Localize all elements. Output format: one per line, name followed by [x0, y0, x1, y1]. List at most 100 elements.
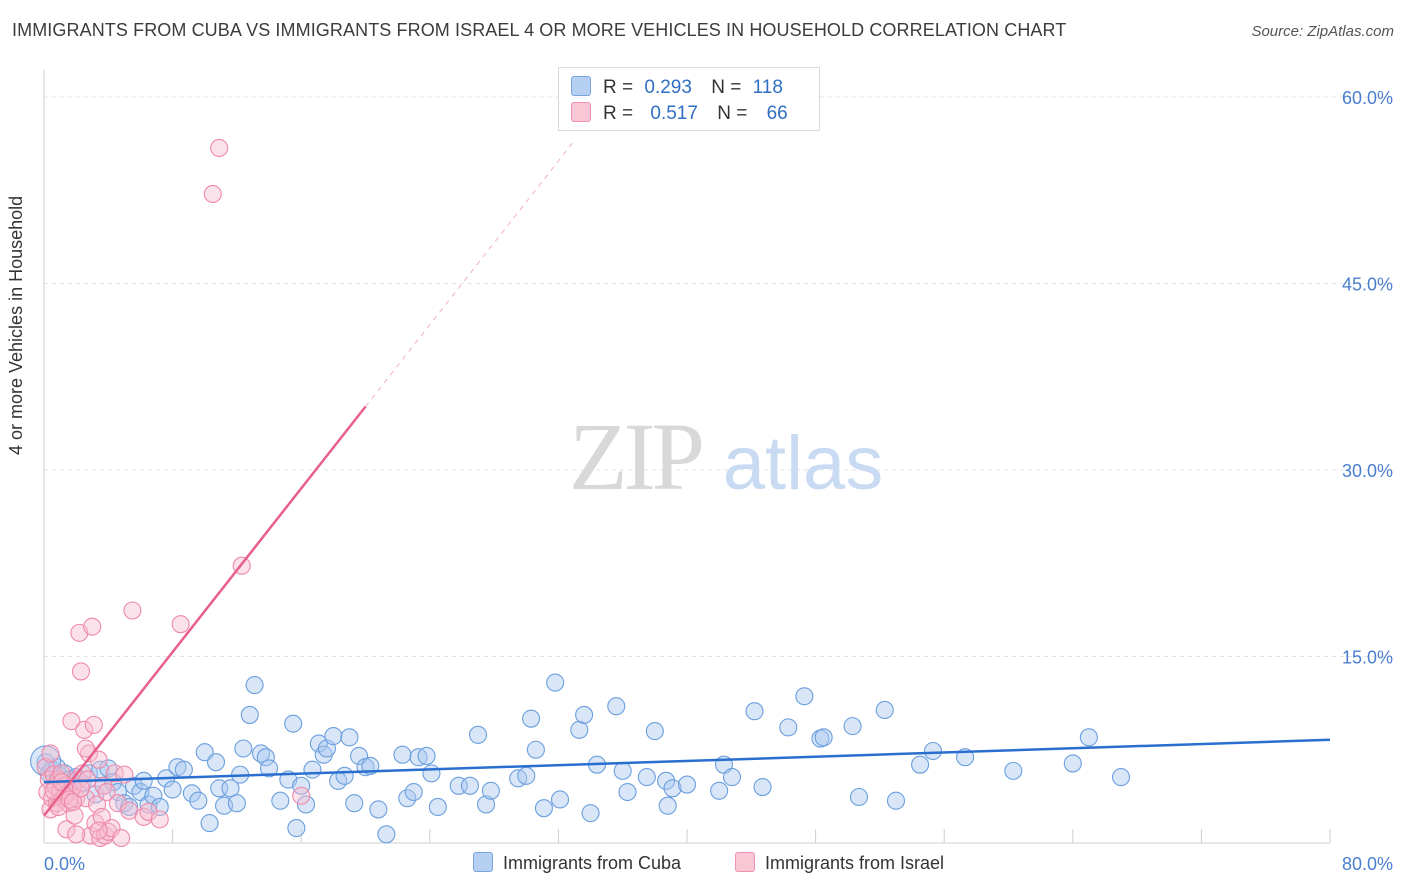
cuba-point — [271, 791, 290, 810]
cuba-point — [875, 700, 894, 720]
watermark-atlas: atlas — [723, 421, 884, 506]
bottom-israel-label: Immigrants from Israel — [765, 853, 945, 873]
cuba-point — [303, 760, 322, 779]
israel-r-value: 0.517 — [650, 103, 698, 124]
israel-point — [123, 601, 142, 620]
israel-point — [62, 712, 81, 731]
cuba-swatch — [571, 76, 591, 96]
israel-point — [60, 790, 79, 809]
cuba-n-value: 118 — [752, 77, 783, 98]
israel-point — [67, 825, 86, 844]
cuba-point — [550, 790, 570, 809]
israel-point — [57, 820, 76, 839]
cuba-point — [814, 728, 833, 747]
cuba-point — [1111, 768, 1131, 787]
israel-point — [89, 750, 108, 769]
cuba-point — [134, 771, 153, 790]
cuba-n-label: N = — [711, 77, 742, 98]
cuba-point — [581, 804, 600, 823]
cuba-point — [324, 727, 343, 746]
israel-point — [292, 786, 311, 805]
israel-swatch — [571, 102, 591, 122]
series-cuba — [30, 673, 1131, 844]
x-tick-label-max: 80.0% — [1342, 854, 1393, 874]
israel-point — [79, 744, 99, 763]
source-credit: Source: ZipAtlas.com — [1251, 23, 1394, 40]
cuba-trend-line — [43, 738, 1331, 784]
israel-point — [63, 792, 82, 812]
cuba-point — [481, 781, 500, 800]
cuba-point — [227, 794, 246, 813]
watermark-zip: ZIP — [569, 403, 702, 510]
israel-point — [139, 802, 158, 821]
cuba-point — [745, 702, 764, 721]
israel-n-value: 66 — [766, 103, 788, 124]
cuba-point — [911, 755, 930, 774]
cuba-point — [292, 776, 311, 795]
cuba-point — [234, 739, 253, 758]
y-tick-label: 60.0% — [1342, 88, 1393, 108]
cuba-r-value: 0.293 — [644, 77, 692, 98]
cuba-point — [422, 764, 441, 783]
cuba-point — [404, 782, 423, 802]
israel-point — [210, 138, 229, 158]
y-tick-label: 30.0% — [1342, 461, 1393, 481]
cuba-point — [534, 799, 553, 818]
israel-point — [108, 794, 127, 813]
cuba-point — [517, 766, 536, 785]
cuba-point — [150, 797, 169, 816]
cuba-point — [393, 745, 412, 764]
cuba-point — [144, 786, 163, 805]
legend-row-israel: R = 0.517 N = 66 — [571, 102, 788, 126]
israel-point — [75, 720, 94, 739]
tick-labels: 15.0% 30.0% 45.0% 60.0% 0.0% 80.0% — [44, 88, 1393, 874]
cuba-point — [658, 796, 677, 815]
cuba-point — [923, 741, 942, 761]
cuba-point — [849, 787, 869, 807]
israel-point — [203, 184, 222, 204]
chart-title: IMMIGRANTS FROM CUBA VS IMMIGRANTS FROM … — [12, 20, 1067, 40]
cuba-point — [526, 740, 545, 759]
stats-legend: R = 0.293 N = 118 R = 0.517 N = 66 — [558, 67, 820, 131]
cuba-point — [200, 814, 219, 833]
cuba-point — [369, 800, 388, 819]
cuba-point — [284, 714, 303, 733]
cuba-point — [221, 779, 240, 798]
cuba-point — [296, 795, 316, 814]
cuba-point — [206, 753, 226, 772]
cuba-point — [843, 717, 862, 736]
cuba-point — [607, 697, 626, 716]
trend-lines — [43, 140, 1331, 817]
bottom-cuba-swatch — [473, 852, 493, 872]
israel-point — [171, 615, 190, 634]
cuba-point — [240, 705, 259, 724]
cuba-point — [468, 725, 488, 744]
israel-point — [84, 715, 103, 734]
cuba-point — [1079, 728, 1098, 747]
x-tick-label-min: 0.0% — [44, 854, 85, 874]
cuba-point — [163, 780, 182, 799]
cuba-point — [657, 771, 676, 790]
cuba-point — [677, 775, 697, 794]
y-tick-label: 45.0% — [1342, 275, 1393, 295]
israel-trend-extension — [365, 140, 575, 407]
cuba-point — [256, 748, 275, 767]
cuba-point — [618, 782, 637, 802]
cuba-point — [259, 759, 279, 778]
cuba-point — [546, 673, 565, 692]
bottom-legend-israel: Immigrants from Israel — [735, 852, 944, 874]
cuba-point — [795, 687, 814, 706]
israel-point — [105, 764, 124, 783]
y-axis-label: 4 or more Vehicles in Household — [6, 195, 26, 455]
israel-point — [134, 807, 153, 826]
cuba-point — [779, 718, 798, 737]
cuba-point — [1063, 754, 1082, 773]
israel-point — [41, 744, 60, 763]
cuba-point — [377, 825, 396, 844]
cuba-point — [340, 728, 359, 747]
cuba-point — [1004, 761, 1023, 780]
cuba-point — [417, 746, 436, 766]
israel-point — [83, 617, 102, 636]
legend-row-cuba: R = 0.293 N = 118 — [571, 76, 783, 100]
